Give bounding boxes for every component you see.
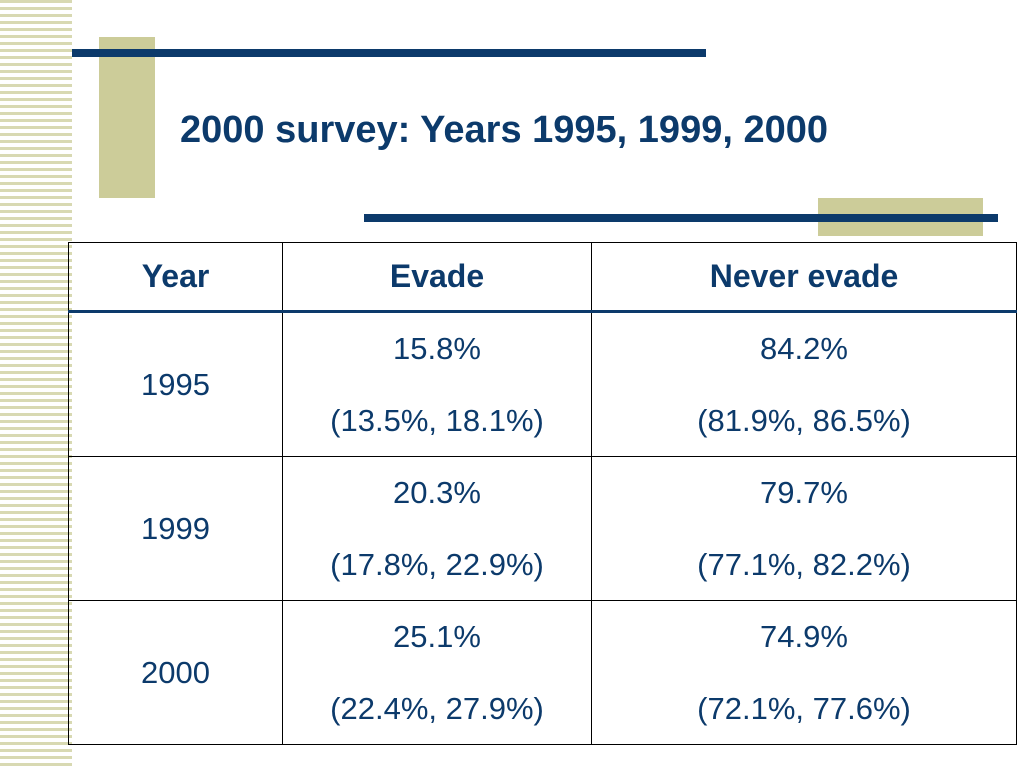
evade-cell: 15.8% (13.5%, 18.1%) xyxy=(282,311,592,457)
evade-value: 15.8% xyxy=(393,330,481,366)
evade-confidence-interval: (13.5%, 18.1%) xyxy=(330,402,544,438)
never-evade-cell: 79.7% (77.1%, 82.2%) xyxy=(591,456,1017,601)
evade-cell: 25.1% (22.4%, 27.9%) xyxy=(282,600,592,745)
decorative-block-left xyxy=(99,37,155,198)
decorative-rule-bottom xyxy=(364,214,998,222)
evade-value: 25.1% xyxy=(393,618,481,654)
table-header-row: Year Evade Never evade xyxy=(68,242,1017,313)
header-year: Year xyxy=(68,242,283,313)
header-never-evade: Never evade xyxy=(591,242,1017,313)
never-evade-confidence-interval: (72.1%, 77.6%) xyxy=(697,690,911,726)
never-evade-cell: 84.2% (81.9%, 86.5%) xyxy=(591,311,1017,457)
year-cell: 2000 xyxy=(68,600,283,745)
never-evade-cell: 74.9% (72.1%, 77.6%) xyxy=(591,600,1017,745)
year-cell: 1999 xyxy=(68,456,283,601)
table-row: 1999 20.3% (17.8%, 22.9%) 79.7% (77.1%, … xyxy=(68,456,1017,601)
slide-title: 2000 survey: Years 1995, 1999, 2000 xyxy=(180,109,828,151)
year-cell: 1995 xyxy=(68,311,283,457)
evade-confidence-interval: (22.4%, 27.9%) xyxy=(330,690,544,726)
header-evade: Evade xyxy=(282,242,592,313)
decorative-stripes xyxy=(0,0,72,768)
evade-confidence-interval: (17.8%, 22.9%) xyxy=(330,546,544,582)
evade-cell: 20.3% (17.8%, 22.9%) xyxy=(282,456,592,601)
never-evade-value: 74.9% xyxy=(760,618,848,654)
never-evade-value: 84.2% xyxy=(760,330,848,366)
never-evade-confidence-interval: (81.9%, 86.5%) xyxy=(697,402,911,438)
table-row: 2000 25.1% (22.4%, 27.9%) 74.9% (72.1%, … xyxy=(68,600,1017,745)
decorative-rule-top xyxy=(72,49,706,57)
never-evade-value: 79.7% xyxy=(760,474,848,510)
evade-value: 20.3% xyxy=(393,474,481,510)
results-table: Year Evade Never evade 1995 15.8% (13.5%… xyxy=(68,242,1017,745)
table-row: 1995 15.8% (13.5%, 18.1%) 84.2% (81.9%, … xyxy=(68,311,1017,457)
never-evade-confidence-interval: (77.1%, 82.2%) xyxy=(697,546,911,582)
